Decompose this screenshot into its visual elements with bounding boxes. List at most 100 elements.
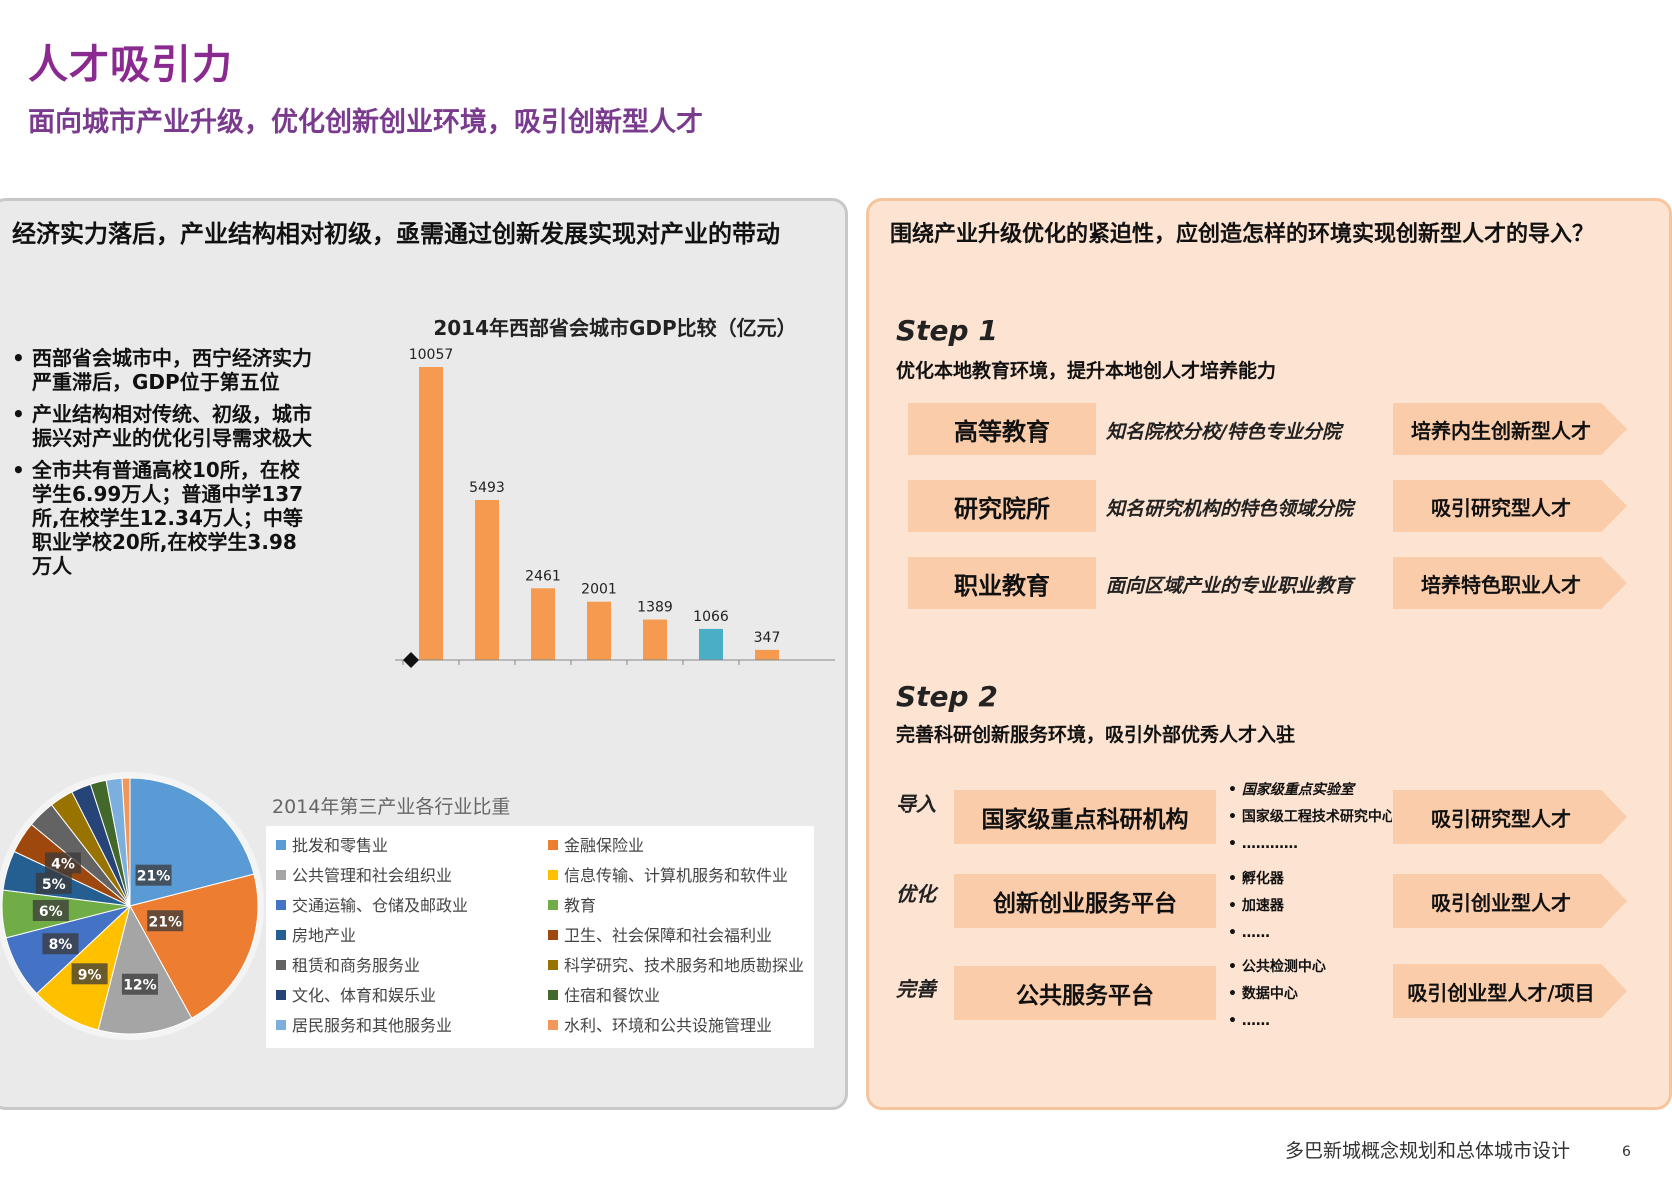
legend-label: 教育 <box>564 896 597 915</box>
step2-sub-items: • 公共检测中心 • 数据中心 • …… <box>1228 954 1392 1035</box>
pie-slice <box>121 777 131 907</box>
pie-data-label: 21% <box>137 869 171 885</box>
legend-item: 租赁和商务服务业 <box>276 952 420 976</box>
sub-item: • …… <box>1228 1013 1270 1029</box>
legend-item: 交通运输、仓储及邮政业 <box>276 892 468 916</box>
step1-label-vocational-education: 职业教育 <box>908 557 1096 609</box>
bar <box>755 649 779 660</box>
pie-slice <box>129 873 259 1019</box>
page-subtitle: 面向城市产业升级，优化创新创业环境，吸引创新型人才 <box>28 107 703 138</box>
pie-data-label: 8% <box>49 937 73 953</box>
pie-slice <box>97 904 193 1035</box>
step2-sub-items: • 孵化器 • 加速器 • …… <box>1228 866 1392 947</box>
legend-label: 房地产业 <box>292 926 357 945</box>
pie-label-background <box>147 910 184 932</box>
step2-result-arrow: 吸引创业型人才/项目 <box>1393 964 1627 1018</box>
pie-label-background <box>121 973 158 995</box>
step1-result-arrow: 培养特色职业人才 <box>1393 557 1627 609</box>
pie-chart-title: 2014年第三产业各行业比重 <box>272 796 511 818</box>
bar-value-label: 5493 <box>469 480 505 496</box>
legend-item: 居民服务和其他服务业 <box>276 1012 452 1036</box>
bullet-list: 西部省会城市中，西宁经济实力严重滞后，GDP位于第五位 产业结构相对传统、初级，… <box>12 346 312 586</box>
pie-data-label: 21% <box>148 914 182 930</box>
step1-result-arrow: 培养内生创新型人才 <box>1393 403 1627 455</box>
legend-label: 租赁和商务服务业 <box>292 956 421 975</box>
sub-item: • …… <box>1228 925 1270 941</box>
legend-label: 公共管理和社会组织业 <box>292 866 453 885</box>
legend-label: 科学研究、技术服务和地质勘探业 <box>564 956 805 975</box>
sub-item: • 孵化器 <box>1228 871 1284 887</box>
legend-swatch <box>548 870 558 880</box>
legend-item: 批发和零售业 <box>276 832 388 856</box>
legend-swatch <box>276 1020 286 1030</box>
pie-data-label: 5% <box>42 877 66 893</box>
step2-subtitle: 完善科研创新服务环境，吸引外部优秀人才入驻 <box>896 724 1296 746</box>
legend-label: 交通运输、仓储及邮政业 <box>292 896 469 915</box>
step2-label-national-research: 国家级重点科研机构 <box>954 790 1216 844</box>
step1-label-research-institute: 研究院所 <box>908 480 1096 532</box>
bar-value-label: 1066 <box>693 609 729 625</box>
legend-swatch <box>276 960 286 970</box>
legend-item: 金融保险业 <box>548 832 644 856</box>
pie-label-background <box>42 933 79 955</box>
step2-result-arrow: 吸引创业型人才 <box>1393 874 1627 928</box>
step2-result-arrow: 吸引研究型人才 <box>1393 790 1627 844</box>
legend-item: 公共管理和社会组织业 <box>276 862 452 886</box>
sub-item: • 公共检测中心 <box>1228 959 1326 975</box>
pie-label-background <box>71 963 108 985</box>
legend-item: 信息传输、计算机服务和软件业 <box>548 862 788 886</box>
legend-label: 批发和零售业 <box>292 836 389 855</box>
legend-item: 卫生、社会保障和社会福利业 <box>548 922 772 946</box>
legend-item: 科学研究、技术服务和地质勘探业 <box>548 952 804 976</box>
bar-x-ticks <box>402 660 740 665</box>
step2-sub-items: • 国家级重点实验室 • 国家级工程技术研究中心 • ………… <box>1228 777 1392 858</box>
legend-swatch <box>548 900 558 910</box>
step1-title: Step 1 <box>896 314 998 347</box>
sub-item: • 国家级工程技术研究中心 <box>1228 809 1392 825</box>
bar-value-label: 10057 <box>409 347 454 363</box>
pie-data-label: 9% <box>78 967 102 983</box>
legend-item: 水利、环境和公共设施管理业 <box>548 1012 772 1036</box>
step1-desc: 面向区域产业的专业职业教育 <box>1106 575 1354 597</box>
bar-chart-title: 2014年西部省会城市GDP比较（亿元） <box>433 316 796 340</box>
pie-label-background <box>35 872 72 894</box>
legend-swatch <box>276 900 286 910</box>
axis-origin-marker <box>403 652 419 668</box>
legend-label: 住宿和餐饮业 <box>564 986 661 1005</box>
pie-label-background <box>44 852 81 874</box>
bar <box>643 619 667 660</box>
bar-value-label: 2461 <box>525 568 561 584</box>
step1-desc: 知名院校分校/特色专业分院 <box>1106 421 1341 443</box>
sub-item: • 数据中心 <box>1228 986 1298 1002</box>
step2-side-label: 完善 <box>896 977 936 1001</box>
pie-label-background <box>32 899 69 921</box>
pie-legend: 批发和零售业 金融保险业公共管理和社会组织业 信息传输、计算机服务和软件业交通运输、… <box>266 826 814 1048</box>
legend-swatch <box>548 1020 558 1030</box>
bar <box>531 588 555 660</box>
legend-swatch <box>276 930 286 940</box>
bar-value-label: 2001 <box>581 582 617 598</box>
page-number: 6 <box>1622 1144 1631 1160</box>
right-panel <box>866 198 1672 1110</box>
bar-value-label: 1389 <box>637 600 673 616</box>
pie-data-label: 4% <box>51 856 75 872</box>
legend-item: 教育 <box>548 892 596 916</box>
gdp-bar-chart: 2014年西部省会城市GDP比较（亿元） 10057 5493 2461 2001 13… <box>395 316 835 668</box>
bar-series: 10057 5493 2461 2001 1389 1066 347 <box>409 347 780 660</box>
bar <box>587 601 611 660</box>
step2-title: Step 2 <box>896 680 998 713</box>
pie-data-labels: 21% 21% 12% 9% 8% 6% 5% 4% <box>32 852 184 995</box>
industry-pie-chart: 21% 21% 12% 9% 8% 6% 5% 4% <box>0 772 264 1040</box>
step2-side-label: 导入 <box>896 792 936 816</box>
legend-swatch <box>276 870 286 880</box>
step1-result-arrow: 吸引研究型人才 <box>1393 480 1627 532</box>
pie-label-background <box>135 864 172 886</box>
bar <box>419 367 443 660</box>
step1-label-higher-education: 高等教育 <box>908 403 1096 455</box>
bar <box>475 499 499 660</box>
step2-side-label: 优化 <box>896 882 936 906</box>
legend-item: 住宿和餐饮业 <box>548 982 660 1006</box>
sub-item: • ………… <box>1228 836 1298 852</box>
pie-data-label: 6% <box>39 904 63 920</box>
left-panel-heading: 经济实力落后，产业结构相对初级，亟需通过创新发展实现对产业的带动 <box>12 220 780 248</box>
